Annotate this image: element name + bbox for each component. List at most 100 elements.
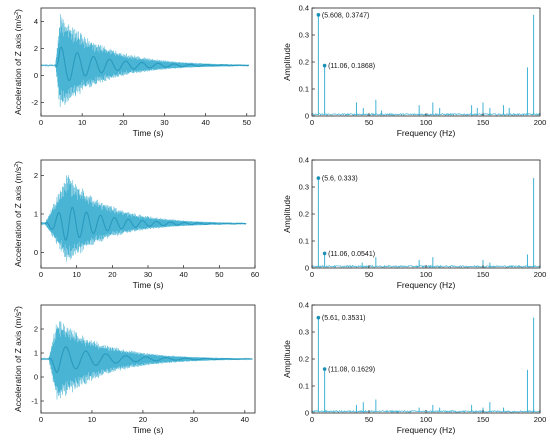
chart-panel-6: (5.61, 0.3531) (11.08, 0.1629) 0 50 100 150 20…	[282, 301, 546, 435]
signal-envelope	[48, 346, 253, 374]
signal-envelope	[54, 46, 249, 82]
annotation-marker-1	[316, 13, 321, 17]
y-axis-label: Acceleration of Z axis (m/s2)	[13, 9, 23, 115]
y-tick-label-5: 0.4	[299, 156, 309, 165]
annotation-label-2: (11.06, 0.1868)	[328, 63, 375, 70]
y-tick-label-3: 0.2	[299, 210, 309, 219]
y-tick-label-3: 0.2	[299, 58, 309, 67]
x-tick-label-2: 50	[365, 270, 373, 279]
x-axis-label: Frequency (Hz)	[397, 280, 456, 290]
chart-panel-4: (5.6, 0.333) (11.06, 0.0541) 0 50 100 150 200 0…	[282, 156, 546, 290]
y-tick-label-1: 0	[305, 264, 309, 273]
x-tick-label-1: 0	[310, 415, 314, 424]
x-tick-label-1: 0	[310, 118, 314, 127]
x-axis-label: Time (s)	[133, 128, 164, 138]
y-tick-label-2: 0.1	[299, 85, 309, 94]
annotation-marker-1	[316, 315, 321, 320]
plot-area	[41, 175, 247, 262]
x-tick-label-3: 100	[420, 118, 433, 127]
chart-panel-2: (5.608, 0.3747) (11.06, 0.1868) 0 50 100 150 2…	[282, 4, 546, 138]
x-tick-label-1: 0	[39, 415, 43, 424]
x-tick-label-4: 30	[160, 118, 168, 127]
x-axis-label: Frequency (Hz)	[397, 425, 456, 435]
y-axis-label: Amplitude	[282, 43, 292, 81]
x-tick-label-5: 40	[201, 118, 209, 127]
signal-line	[41, 175, 247, 262]
signal-envelope	[44, 206, 247, 241]
y-tick-label-3: 0.2	[299, 355, 309, 364]
x-tick-label-3: 100	[420, 415, 433, 424]
x-tick-label-3: 20	[108, 270, 116, 279]
axes-frame	[40, 304, 256, 414]
annotation-label-2: (11.06, 0.0541)	[328, 251, 375, 258]
signal-line	[41, 321, 253, 400]
annotation-label-1: (5.6, 0.333)	[322, 176, 358, 183]
signal-line	[41, 14, 250, 107]
y-tick-label-4: 0.3	[299, 328, 309, 337]
plot-area	[41, 321, 253, 400]
y-tick-label-5: 0.4	[299, 301, 309, 310]
x-tick-label-7: 60	[251, 270, 259, 279]
x-tick-label-2: 50	[365, 415, 373, 424]
y-axis-label: Amplitude	[282, 340, 292, 378]
x-tick-label-1: 0	[310, 270, 314, 279]
y-tick-label-2: 0	[34, 71, 38, 80]
annotation-marker-2	[322, 251, 327, 256]
x-tick-label-3: 20	[139, 415, 147, 424]
x-tick-label-4: 150	[477, 118, 490, 127]
x-tick-label-4: 150	[477, 270, 490, 279]
x-tick-label-1: 0	[39, 118, 43, 127]
annotation-marker-2	[322, 63, 327, 68]
y-tick-label-4: 0.3	[299, 183, 309, 192]
x-tick-label-5: 40	[179, 270, 187, 279]
x-tick-label-2: 10	[78, 118, 86, 127]
annotation-label-2: (11.08, 0.1629)	[328, 367, 375, 374]
x-tick-label-2: 10	[88, 415, 96, 424]
annotation-marker-1	[316, 176, 321, 180]
y-tick-label-4: 4	[34, 17, 38, 26]
plot-area	[312, 317, 540, 413]
x-axis-label: Time (s)	[133, 425, 164, 435]
y-axis-label: Amplitude	[282, 195, 292, 233]
x-tick-label-4: 30	[190, 415, 198, 424]
x-tick-label-5: 200	[534, 270, 547, 279]
y-tick-label-1: -2	[31, 98, 38, 107]
annotation-label-1: (5.61, 0.3531)	[322, 315, 366, 322]
axes-frame	[40, 7, 256, 117]
x-tick-label-3: 20	[119, 118, 127, 127]
y-tick-label-2: 0.1	[299, 382, 309, 391]
y-tick-label-3: 2	[34, 171, 38, 180]
y-tick-label-3: 2	[34, 44, 38, 53]
y-tick-label-2: 0	[34, 373, 38, 382]
y-tick-label-2: 1	[34, 210, 38, 219]
y-tick-label-4: 2	[34, 325, 38, 334]
y-tick-label-4: 0.3	[299, 31, 309, 40]
x-tick-label-4: 150	[477, 415, 490, 424]
axes-frame	[311, 7, 541, 117]
annotation-marker-2	[322, 367, 327, 371]
chart-panel-3: 0 10 20 30 40 50 60 0 1 2 Time (s) Acceleration of …	[13, 159, 259, 290]
x-axis-label: Frequency (Hz)	[397, 128, 456, 138]
x-tick-label-4: 30	[144, 270, 152, 279]
x-tick-label-2: 10	[72, 270, 80, 279]
x-tick-label-6: 50	[243, 118, 251, 127]
y-axis-label: Acceleration of Z axis (m/s2)	[13, 161, 23, 267]
chart-panel-1: 0 10 20 30 40 50 -2 0 2 4 Time (s) Acceleration of …	[13, 7, 256, 138]
x-tick-label-1: 0	[39, 270, 43, 279]
x-tick-label-5: 200	[534, 118, 547, 127]
y-tick-label-2: 0.1	[299, 237, 309, 246]
plot-area	[41, 14, 250, 107]
y-tick-label-5: 0.4	[299, 4, 309, 13]
y-tick-label-1: 0	[305, 112, 309, 121]
y-tick-label-3: 1	[34, 349, 38, 358]
x-axis-label: Time (s)	[133, 280, 164, 290]
x-tick-label-2: 50	[365, 118, 373, 127]
x-tick-label-6: 50	[215, 270, 223, 279]
y-tick-label-1: 0	[34, 248, 38, 257]
annotation-label-1: (5.608, 0.3747)	[322, 12, 369, 19]
x-tick-label-5: 40	[241, 415, 249, 424]
y-tick-label-1: -1	[31, 397, 38, 406]
x-tick-label-5: 200	[534, 415, 547, 424]
